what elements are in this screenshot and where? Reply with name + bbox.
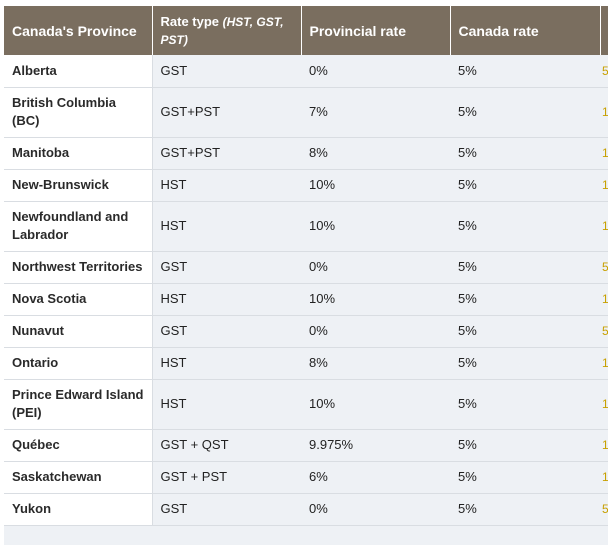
cell-provincial-rate: 10%	[301, 283, 450, 316]
cell-clipped: 1	[600, 283, 608, 316]
cell-rate-type: GST	[152, 493, 301, 526]
cell-rate-type: HST	[152, 169, 301, 202]
table-row: New-Brunswick HST 10% 5% 1	[4, 169, 608, 202]
cell-provincial-rate: 0%	[301, 251, 450, 284]
cell-province: Québec	[4, 429, 153, 462]
cell-provincial-rate: 10%	[301, 169, 450, 202]
cell-province: Alberta	[4, 55, 153, 88]
cell-province: New-Brunswick	[4, 169, 153, 202]
table-row: Newfoundland and Labrador HST 10% 5% 1	[4, 201, 608, 252]
tax-rate-table-container: Canada's Province Rate type (HST, GST, P…	[4, 6, 608, 545]
cell-rate-type: GST + PST	[152, 461, 301, 494]
header-overflow-column	[600, 6, 608, 55]
table-row: Manitoba GST+PST 8% 5% 1	[4, 137, 608, 170]
tax-rate-table: Canada's Province Rate type (HST, GST, P…	[4, 6, 608, 526]
cell-provincial-rate: 0%	[301, 55, 450, 88]
cell-canada-rate: 5%	[450, 379, 600, 430]
header-rate-type: Rate type (HST, GST, PST)	[152, 6, 302, 55]
cell-province: Manitoba	[4, 137, 153, 170]
cell-provincial-rate: 8%	[301, 347, 450, 380]
header-rate-type-note: (HST, GST, PST)	[160, 14, 284, 47]
cell-clipped: 5	[600, 493, 608, 526]
table-row: Northwest Territories GST 0% 5% 5	[4, 251, 608, 284]
cell-rate-type: GST	[152, 55, 301, 88]
table-row: Prince Edward Island (PEI) HST 10% 5% 1	[4, 379, 608, 430]
cell-provincial-rate: 6%	[301, 461, 450, 494]
cell-clipped: 1	[600, 87, 608, 138]
cell-canada-rate: 5%	[450, 315, 600, 348]
cell-provincial-rate: 10%	[301, 201, 450, 252]
table-row: Nova Scotia HST 10% 5% 1	[4, 283, 608, 316]
cell-clipped: 5	[600, 315, 608, 348]
table-row: Québec GST + QST 9.975% 5% 1	[4, 429, 608, 462]
header-rate-type-label: Rate type	[160, 13, 223, 29]
cell-provincial-rate: 9.975%	[301, 429, 450, 462]
cell-province: Northwest Territories	[4, 251, 153, 284]
cell-canada-rate: 5%	[450, 169, 600, 202]
cell-provincial-rate: 0%	[301, 315, 450, 348]
cell-province: Nunavut	[4, 315, 153, 348]
table-row: Yukon GST 0% 5% 5	[4, 493, 608, 526]
cell-clipped: 1	[600, 347, 608, 380]
header-canada-rate: Canada rate	[450, 6, 601, 55]
table-header-row: Canada's Province Rate type (HST, GST, P…	[4, 6, 608, 55]
header-provincial-rate: Provincial rate	[301, 6, 451, 55]
cell-rate-type: GST	[152, 315, 301, 348]
cell-provincial-rate: 0%	[301, 493, 450, 526]
cell-canada-rate: 5%	[450, 137, 600, 170]
cell-clipped: 1	[600, 201, 608, 252]
table-row: Nunavut GST 0% 5% 5	[4, 315, 608, 348]
cell-rate-type: GST + QST	[152, 429, 301, 462]
cell-canada-rate: 5%	[450, 251, 600, 284]
cell-canada-rate: 5%	[450, 55, 600, 88]
cell-provincial-rate: 7%	[301, 87, 450, 138]
cell-clipped: 1	[600, 137, 608, 170]
cell-canada-rate: 5%	[450, 283, 600, 316]
cell-clipped: 5	[600, 55, 608, 88]
cell-canada-rate: 5%	[450, 429, 600, 462]
cell-rate-type: HST	[152, 347, 301, 380]
cell-provincial-rate: 8%	[301, 137, 450, 170]
cell-province: Yukon	[4, 493, 153, 526]
cell-clipped: 1	[600, 379, 608, 430]
cell-province: Newfoundland and Labrador	[4, 201, 153, 252]
table-row: Saskatchewan GST + PST 6% 5% 1	[4, 461, 608, 494]
cell-canada-rate: 5%	[450, 87, 600, 138]
cell-province: Prince Edward Island (PEI)	[4, 379, 153, 430]
cell-clipped: 5	[600, 251, 608, 284]
cell-rate-type: GST+PST	[152, 137, 301, 170]
cell-province: Nova Scotia	[4, 283, 153, 316]
cell-canada-rate: 5%	[450, 347, 600, 380]
cell-clipped: 1	[600, 169, 608, 202]
cell-canada-rate: 5%	[450, 461, 600, 494]
table-row: Ontario HST 8% 5% 1	[4, 347, 608, 380]
cell-province: Saskatchewan	[4, 461, 153, 494]
cell-rate-type: GST+PST	[152, 87, 301, 138]
cell-rate-type: HST	[152, 201, 301, 252]
cell-clipped: 1	[600, 429, 608, 462]
cell-province: Ontario	[4, 347, 153, 380]
cell-clipped: 1	[600, 461, 608, 494]
table-row: Alberta GST 0% 5% 5	[4, 55, 608, 88]
cell-canada-rate: 5%	[450, 201, 600, 252]
header-province: Canada's Province	[4, 6, 153, 55]
cell-rate-type: HST	[152, 283, 301, 316]
table-footer-strip	[4, 535, 608, 545]
cell-canada-rate: 5%	[450, 493, 600, 526]
cell-rate-type: GST	[152, 251, 301, 284]
cell-province: British Columbia (BC)	[4, 87, 153, 138]
cell-rate-type: HST	[152, 379, 301, 430]
cell-provincial-rate: 10%	[301, 379, 450, 430]
table-row: British Columbia (BC) GST+PST 7% 5% 1	[4, 87, 608, 138]
